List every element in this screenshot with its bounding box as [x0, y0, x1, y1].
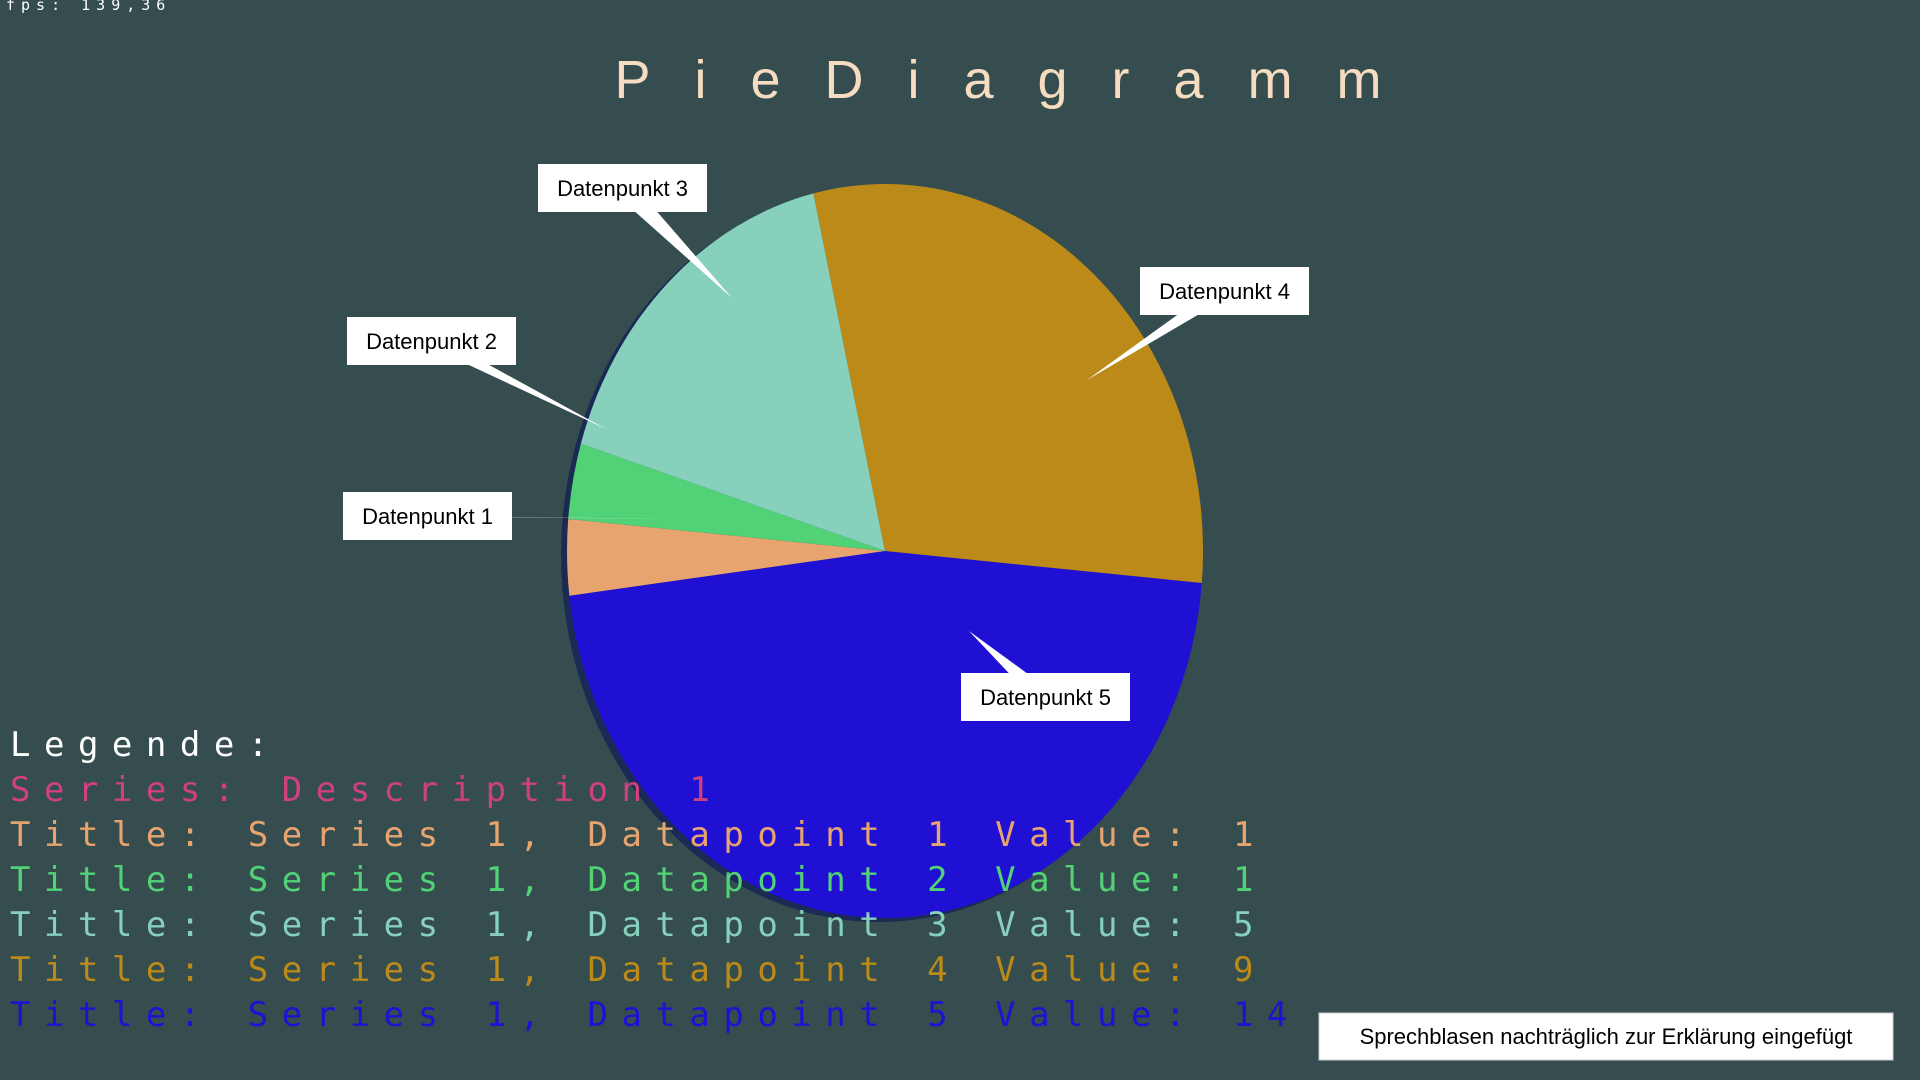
callout-box: [961, 673, 1130, 721]
callout-box: [538, 164, 707, 212]
legend-entry-text: Title: Series 1, Datapoint 3 Value:: [10, 905, 1199, 945]
legend-entry-value: 1: [1233, 815, 1267, 855]
legend-entry-text: Title: Series 1, Datapoint 1 Value:: [10, 815, 1199, 855]
pie-slice: [567, 519, 885, 596]
callout-label: Datenpunkt 1: [362, 504, 493, 529]
pie-slice: [569, 551, 1202, 918]
legend-entry: Title: Series 1, Datapoint 1 Value: 1: [10, 815, 1267, 855]
callout-label: Datenpunkt 5: [980, 685, 1111, 710]
legend-entry-text: Title: Series 1, Datapoint 2 Value:: [10, 860, 1199, 900]
pie: [561, 184, 1203, 922]
callout-box: [1140, 267, 1309, 315]
legend-entry: Title: Series 1, Datapoint 4 Value: 9: [10, 950, 1267, 990]
fps-counter: fps: 139,36: [6, 0, 171, 14]
callout-label: Datenpunkt 4: [1159, 279, 1290, 304]
callout-label: Datenpunkt 2: [366, 329, 497, 354]
callouts: Datenpunkt 1 Datenpunkt 2 Datenpunkt 3 Date…: [343, 164, 1309, 721]
legend-entry: Title: Series 1, Datapoint 2 Value: 1: [10, 860, 1267, 900]
pie-slice: [568, 443, 885, 551]
pie-slice: [580, 193, 885, 551]
pie-slice: [813, 184, 1203, 583]
legend-entry-text: Title: Series 1, Datapoint 4 Value:: [10, 950, 1199, 990]
legend-entry-value: 14: [1233, 995, 1301, 1035]
chart-title: PieDiagramm: [614, 50, 1425, 110]
legend-entry-text: Title: Series 1, Datapoint 5 Value:: [10, 995, 1199, 1035]
legend-series: Series: Description 1: [10, 770, 723, 810]
callout-box: [343, 492, 512, 540]
callout-label: Datenpunkt 3: [557, 176, 688, 201]
legend-entry-value: 1: [1233, 860, 1267, 900]
legend-heading: Legende:: [10, 725, 282, 765]
callout-box: [347, 317, 516, 365]
note: Sprechblasen nachträglich zur Erklärung …: [1360, 1024, 1853, 1049]
legend-entry-value: 5: [1233, 905, 1267, 945]
legend-entry: Title: Series 1, Datapoint 5 Value: 14: [10, 995, 1301, 1035]
legend: Legende: Series: Description 1 Title: Se…: [10, 725, 1301, 1035]
note-box: [1318, 1012, 1894, 1061]
legend-entry-value: 9: [1233, 950, 1267, 990]
callout-tail: [608, 188, 732, 298]
legend-entry: Title: Series 1, Datapoint 3 Value: 5: [10, 905, 1267, 945]
